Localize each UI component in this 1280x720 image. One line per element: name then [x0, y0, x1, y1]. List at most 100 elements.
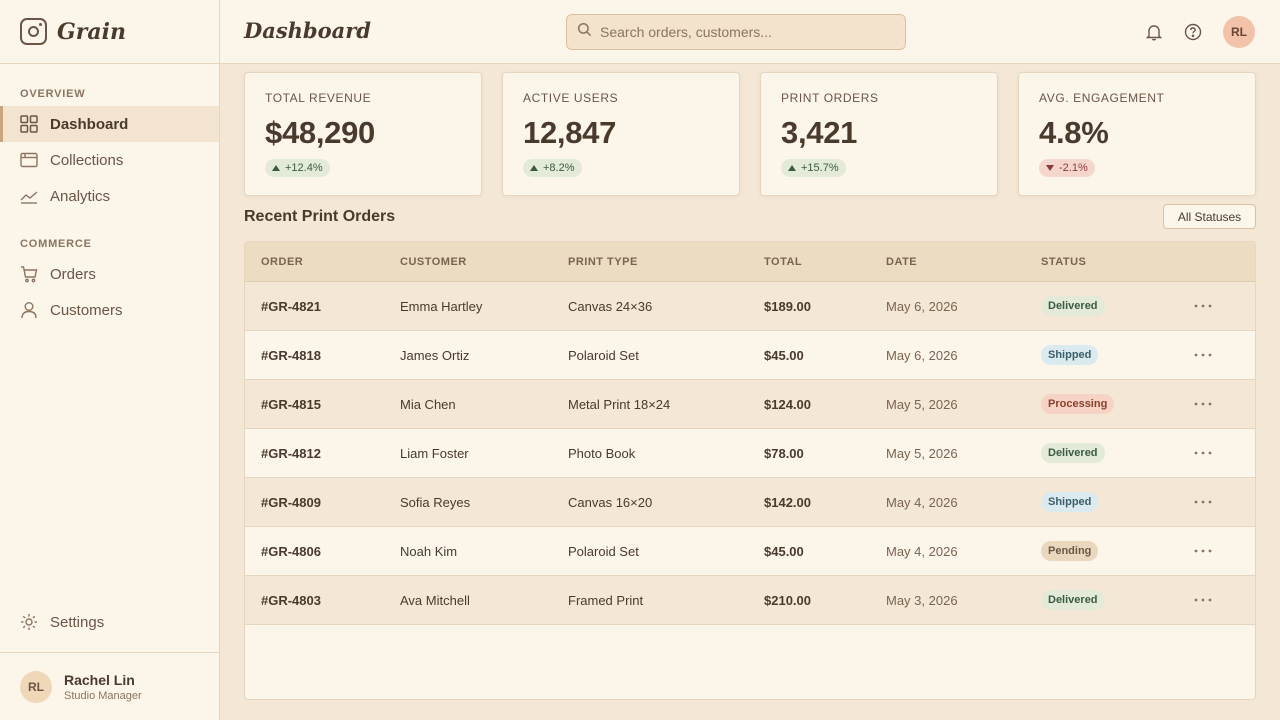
stat-delta-badge: -2.1% [1039, 159, 1095, 177]
sidebar-item-label: Collections [50, 151, 124, 169]
table-body: #GR-4821 Emma Hartley Canvas 24×36 $189.00 M… [245, 282, 1255, 625]
arrow-down-icon [1046, 165, 1054, 171]
search-input[interactable] [600, 24, 890, 40]
order-id[interactable]: #GR-4809 [261, 495, 321, 510]
user-role: Studio Manager [64, 689, 142, 702]
stat-delta-badge: +15.7% [781, 159, 846, 177]
customer-name: James Ortiz [400, 348, 470, 363]
table-row[interactable]: #GR-4803 Ava Mitchell Framed Print $210.00 M… [245, 576, 1255, 625]
status-badge: Pending [1041, 541, 1099, 561]
customer-name: Liam Foster [400, 446, 469, 461]
column-header[interactable]: DATE [886, 256, 918, 268]
search-box[interactable] [566, 14, 906, 50]
sun-gear-icon [20, 613, 38, 631]
more-actions-icon[interactable] [1193, 345, 1213, 365]
bell-icon[interactable] [1144, 22, 1164, 42]
sidebar-item-customers[interactable]: Customers [0, 292, 219, 328]
status-filter-button[interactable]: All Statuses [1163, 204, 1256, 229]
print-type: Metal Print 18×24 [568, 397, 671, 412]
order-total: $78.00 [764, 446, 804, 461]
camera-logo-icon [20, 18, 47, 45]
more-actions-icon[interactable] [1193, 541, 1213, 561]
stat-value: $48,290 [265, 115, 375, 150]
stat-label: AVG. ENGAGEMENT [1039, 91, 1165, 105]
print-type: Photo Book [568, 446, 636, 461]
order-id[interactable]: #GR-4812 [261, 446, 321, 461]
stat-label: TOTAL REVENUE [265, 91, 372, 105]
column-header[interactable]: PRINT TYPE [568, 256, 638, 268]
sidebar-item-analytics[interactable]: Analytics [0, 178, 219, 214]
stat-label: PRINT ORDERS [781, 91, 879, 105]
column-header[interactable]: CUSTOMER [400, 256, 467, 268]
sidebar: Grain OVERVIEW Dashboard Collections Ana… [0, 0, 220, 720]
sidebar-item-collections[interactable]: Collections [0, 142, 219, 178]
status-badge: Delivered [1041, 296, 1105, 316]
more-actions-icon[interactable] [1193, 492, 1213, 512]
user-info: Rachel Lin Studio Manager [64, 672, 142, 702]
order-total: $45.00 [764, 544, 804, 559]
stat-delta-badge: +8.2% [523, 159, 582, 177]
settings-section: Settings [0, 604, 220, 640]
customer-name: Ava Mitchell [400, 593, 470, 608]
order-id[interactable]: #GR-4821 [261, 299, 321, 314]
user-name: Rachel Lin [64, 671, 135, 688]
sidebar-item-label: Analytics [50, 187, 111, 205]
brand[interactable]: Grain [0, 0, 219, 64]
order-total: $142.00 [764, 495, 811, 510]
stat-value: 3,421 [781, 115, 858, 150]
sidebar-item-settings[interactable]: Settings [0, 604, 220, 640]
order-id[interactable]: #GR-4803 [261, 593, 321, 608]
sidebar-item-label: Customers [50, 301, 123, 319]
top-header: Dashboard RL [220, 0, 1280, 64]
sidebar-item-label: Settings [50, 613, 105, 631]
more-actions-icon[interactable] [1193, 590, 1213, 610]
table-row[interactable]: #GR-4806 Noah Kim Polaroid Set $45.00 May 4,… [245, 527, 1255, 576]
table-row[interactable]: #GR-4812 Liam Foster Photo Book $78.00 May 5… [245, 429, 1255, 478]
column-header[interactable]: TOTAL [764, 256, 803, 268]
sidebar-item-orders[interactable]: Orders [0, 256, 219, 292]
orders-table: ORDER CUSTOMER PRINT TYPE TOTAL DATE STA… [244, 241, 1256, 700]
status-badge: Shipped [1041, 345, 1099, 365]
user-profile[interactable]: RL Rachel Lin Studio Manager [0, 652, 220, 720]
arrow-up-icon [272, 165, 280, 171]
status-badge: Delivered [1041, 443, 1105, 463]
status-badge: Shipped [1041, 492, 1099, 512]
order-id[interactable]: #GR-4815 [261, 397, 321, 412]
order-date: May 5, 2026 [886, 446, 958, 461]
column-header[interactable]: ORDER [261, 256, 304, 268]
customer-name: Emma Hartley [400, 299, 483, 314]
order-date: May 4, 2026 [886, 495, 958, 510]
customer-name: Sofia Reyes [400, 495, 471, 510]
order-date: May 4, 2026 [886, 544, 958, 559]
order-id[interactable]: #GR-4806 [261, 544, 321, 559]
nav-heading: COMMERCE [20, 238, 92, 250]
stat-card-engagement: AVG. ENGAGEMENT 4.8% -2.1% [1018, 72, 1256, 196]
order-date: May 6, 2026 [886, 348, 958, 363]
more-actions-icon[interactable] [1193, 394, 1213, 414]
stat-delta: +8.2% [543, 162, 575, 174]
help-icon[interactable] [1183, 22, 1203, 42]
section-title: Recent Print Orders [244, 208, 396, 225]
table-row[interactable]: #GR-4818 James Ortiz Polaroid Set $45.00 May… [245, 331, 1255, 380]
stat-card-print-orders: PRINT ORDERS 3,421 +15.7% [760, 72, 998, 196]
status-badge: Delivered [1041, 590, 1105, 610]
column-header[interactable]: STATUS [1041, 256, 1087, 268]
stat-delta: -2.1% [1059, 162, 1088, 174]
stat-card-active-users: ACTIVE USERS 12,847 +8.2% [502, 72, 740, 196]
stat-delta: +15.7% [801, 162, 839, 174]
stat-value: 12,847 [523, 115, 617, 150]
order-id[interactable]: #GR-4818 [261, 348, 321, 363]
nav-section-commerce: COMMERCE Orders Customers [0, 238, 219, 328]
sidebar-item-dashboard[interactable]: Dashboard [0, 106, 219, 142]
more-actions-icon[interactable] [1193, 296, 1213, 316]
print-type: Canvas 24×36 [568, 299, 653, 314]
table-row[interactable]: #GR-4809 Sofia Reyes Canvas 16×20 $142.00 Ma… [245, 478, 1255, 527]
header-avatar[interactable]: RL [1223, 16, 1255, 48]
table-row[interactable]: #GR-4821 Emma Hartley Canvas 24×36 $189.00 M… [245, 282, 1255, 331]
print-type: Canvas 16×20 [568, 495, 653, 510]
arrow-up-icon [788, 165, 796, 171]
brand-name: Grain [57, 18, 126, 45]
table-row[interactable]: #GR-4815 Mia Chen Metal Print 18×24 $124.00… [245, 380, 1255, 429]
more-actions-icon[interactable] [1193, 443, 1213, 463]
order-total: $45.00 [764, 348, 804, 363]
